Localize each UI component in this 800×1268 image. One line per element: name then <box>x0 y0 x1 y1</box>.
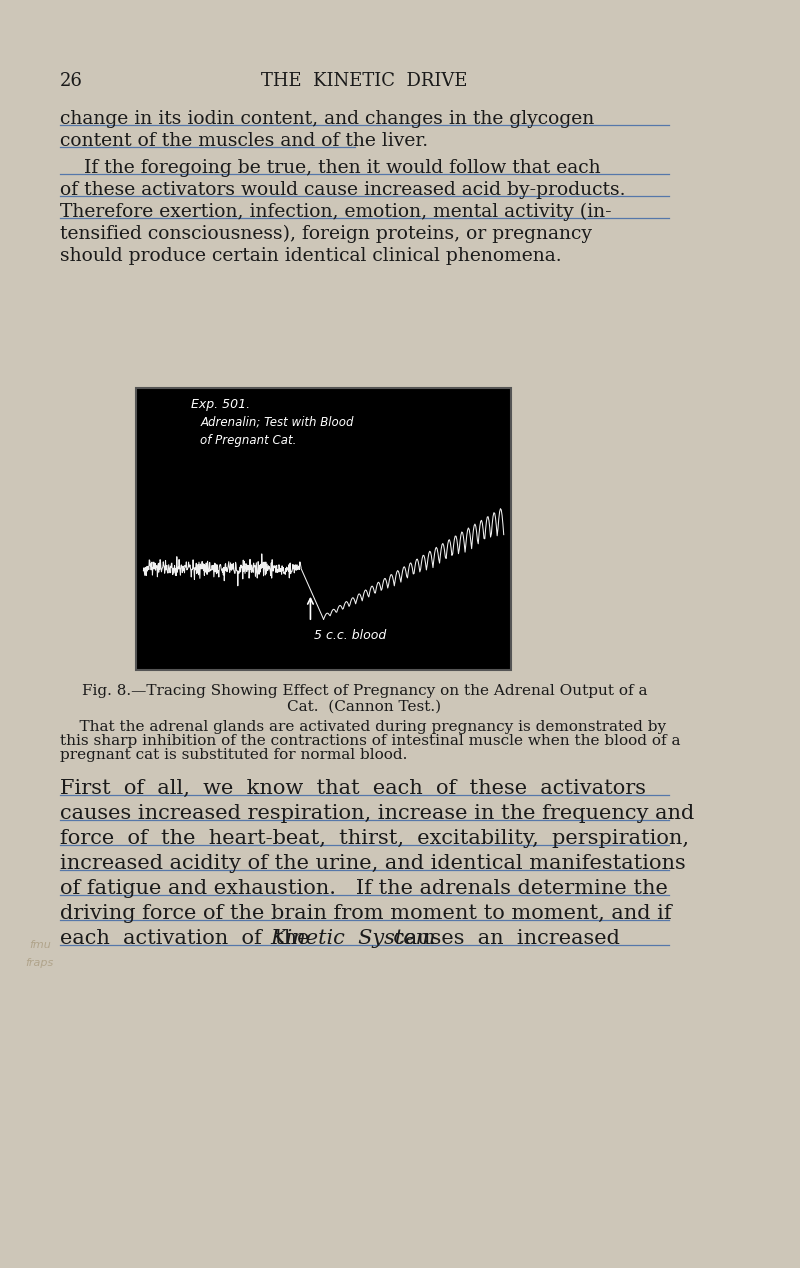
Text: First  of  all,  we  know  that  each  of  these  activators: First of all, we know that each of these… <box>60 779 646 798</box>
Text: Cat.  (Cannon Test.): Cat. (Cannon Test.) <box>287 700 442 714</box>
Bar <box>136 388 511 670</box>
Text: causes increased respiration, increase in the frequency and: causes increased respiration, increase i… <box>60 804 694 823</box>
Text: force  of  the  heart-beat,  thirst,  excitability,  perspiration,: force of the heart-beat, thirst, excitab… <box>60 829 689 848</box>
Text: this sharp inhibition of the contractions of intestinal muscle when the blood of: this sharp inhibition of the contraction… <box>60 734 680 748</box>
Text: pregnant cat is substituted for normal blood.: pregnant cat is substituted for normal b… <box>60 748 407 762</box>
Text: tensified consciousness), foreign proteins, or pregnancy: tensified consciousness), foreign protei… <box>60 224 592 243</box>
Text: Kinetic  System: Kinetic System <box>270 929 435 948</box>
Text: fmu: fmu <box>30 940 51 950</box>
Text: THE  KINETIC  DRIVE: THE KINETIC DRIVE <box>262 72 468 90</box>
Text: Therefore exertion, infection, emotion, mental activity (in-: Therefore exertion, infection, emotion, … <box>60 203 611 221</box>
Text: 26: 26 <box>60 72 82 90</box>
Text: of these activators would cause increased acid by-products.: of these activators would cause increase… <box>60 181 626 199</box>
Text: That the adrenal glands are activated during pregnancy is demonstrated by: That the adrenal glands are activated du… <box>60 720 666 734</box>
Text: Exp. 501.: Exp. 501. <box>191 398 250 411</box>
Text: Adrenalin; Test with Blood: Adrenalin; Test with Blood <box>200 416 354 429</box>
Text: If the foregoing be true, then it would follow that each: If the foregoing be true, then it would … <box>60 158 600 178</box>
Text: of Pregnant Cat.: of Pregnant Cat. <box>200 434 297 448</box>
Text: causes  an  increased: causes an increased <box>380 929 619 948</box>
Text: fraps: fraps <box>26 959 54 967</box>
Text: should produce certain identical clinical phenomena.: should produce certain identical clinica… <box>60 247 562 265</box>
Text: change in its iodin content, and changes in the glycogen: change in its iodin content, and changes… <box>60 110 594 128</box>
Text: driving force of the brain from moment to moment, and if: driving force of the brain from moment t… <box>60 904 671 923</box>
Text: increased acidity of the urine, and identical manifestations: increased acidity of the urine, and iden… <box>60 855 686 872</box>
Text: 5 c.c. blood: 5 c.c. blood <box>314 629 386 642</box>
Text: of fatigue and exhaustion.   If the adrenals determine the: of fatigue and exhaustion. If the adrena… <box>60 879 668 898</box>
Text: each  activation  of  the: each activation of the <box>60 929 322 948</box>
Text: Fig. 8.—Tracing Showing Effect of Pregnancy on the Adrenal Output of a: Fig. 8.—Tracing Showing Effect of Pregna… <box>82 683 647 697</box>
Text: content of the muscles and of the liver.: content of the muscles and of the liver. <box>60 132 428 150</box>
